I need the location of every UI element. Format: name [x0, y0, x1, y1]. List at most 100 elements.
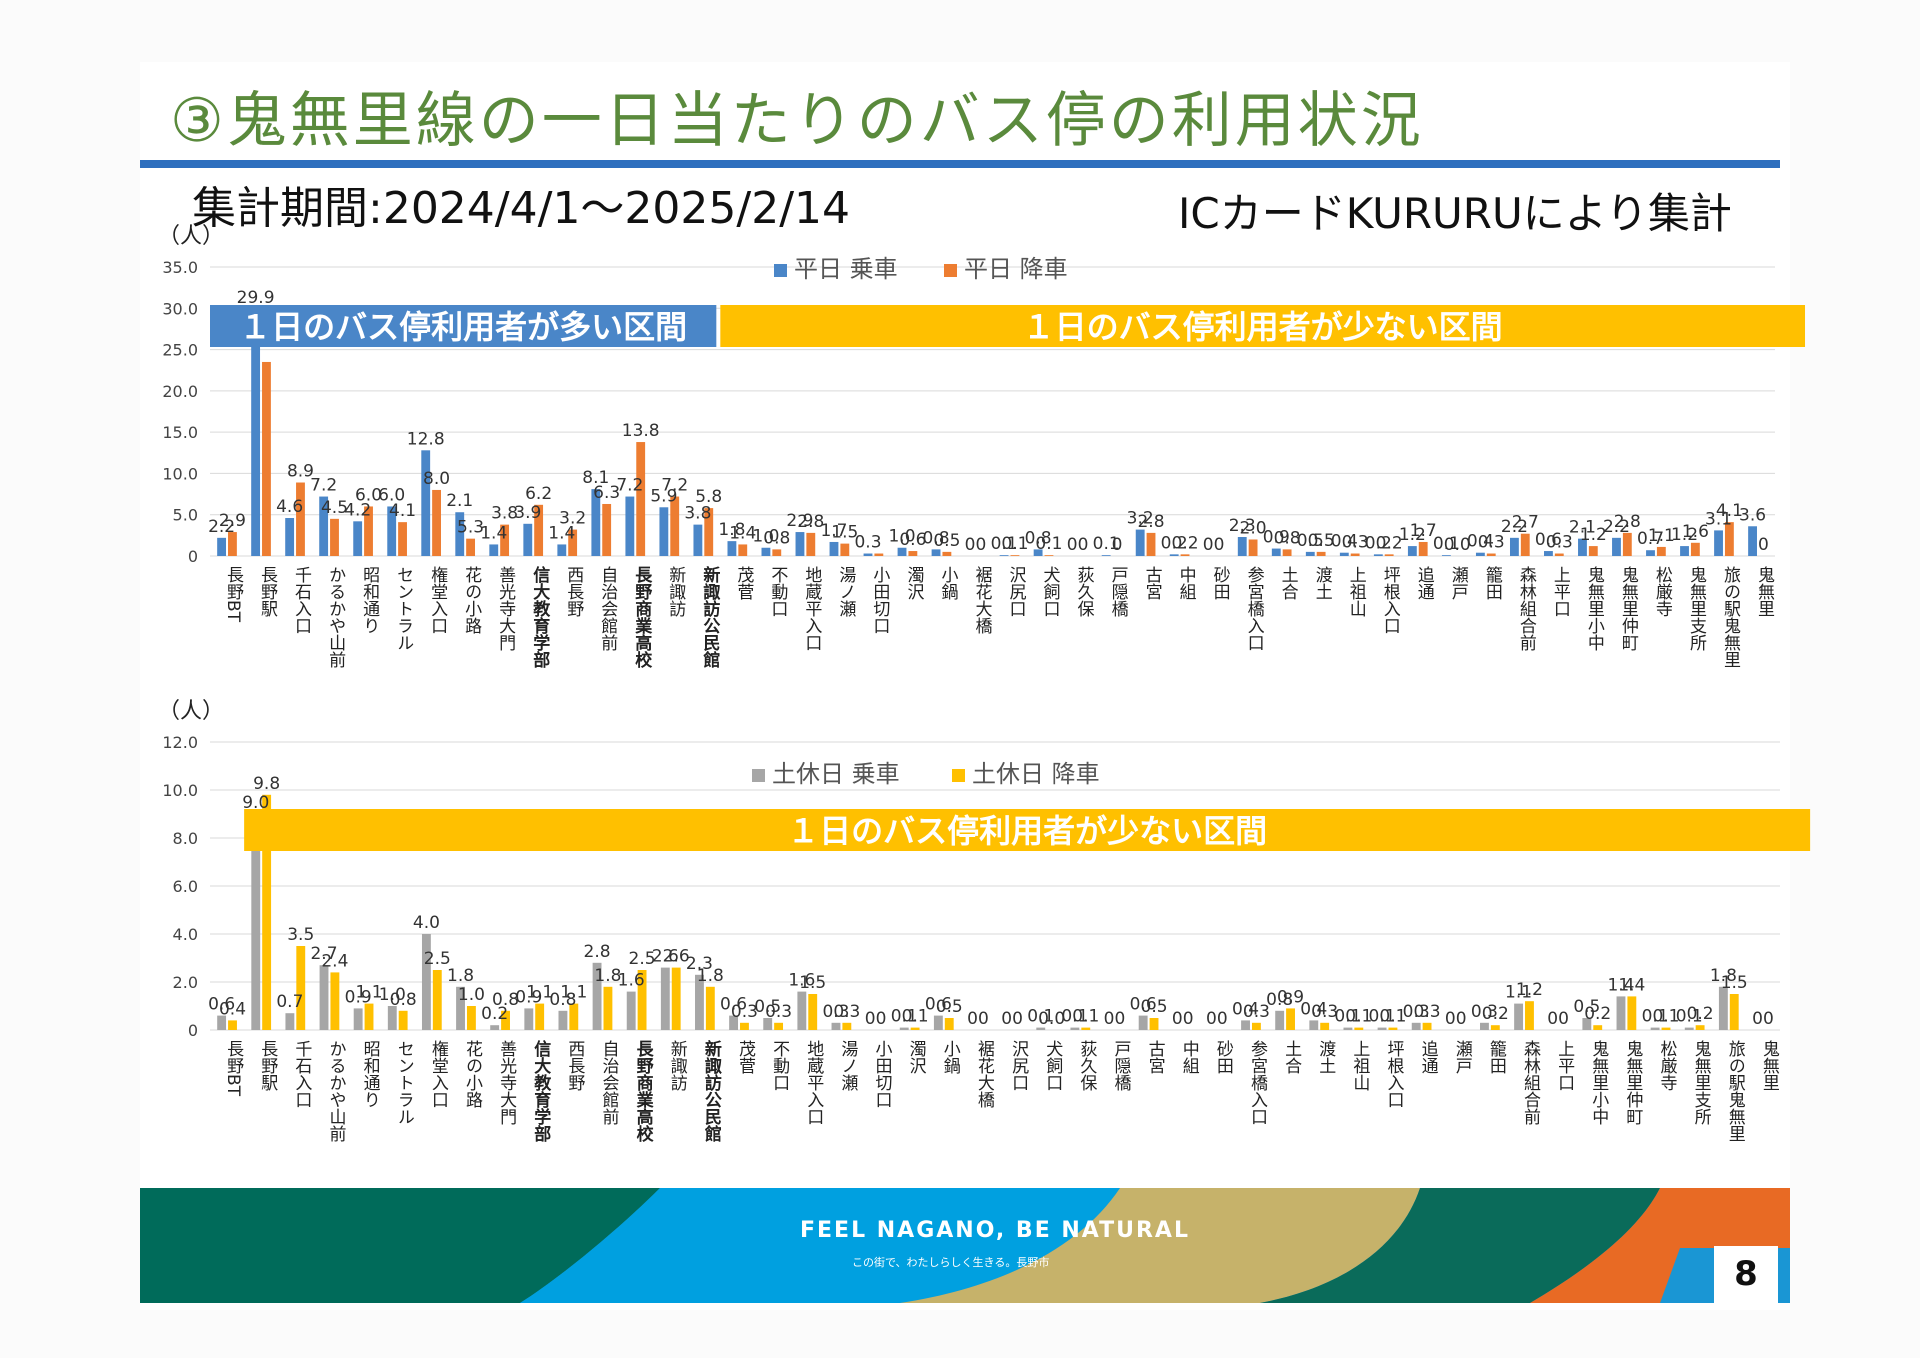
category-label: 籠田 [1486, 1039, 1507, 1074]
bar-boarding [1441, 555, 1451, 556]
footer-subtitle: この街で、わたしらしく生きる。長野市 [852, 1256, 1050, 1269]
bar-boarding [353, 521, 363, 556]
bar-boarding [727, 541, 737, 556]
data-label: 0.9 [1277, 987, 1304, 1007]
category-label: 茂菅 [735, 1040, 756, 1074]
data-label: 0.1 [891, 1007, 918, 1027]
bar-boarding [831, 1022, 841, 1030]
bar-alighting [942, 551, 952, 556]
y-tick-label: 0 [188, 1021, 198, 1040]
data-label: 8.1 [582, 468, 609, 488]
legend-label: 平日 乗車 [794, 255, 898, 283]
data-label: 1.4 [729, 523, 756, 543]
data-label: 2.2 [1501, 517, 1528, 537]
bar-boarding [1271, 548, 1281, 556]
category-label: 自治会館前 [597, 566, 618, 652]
data-label: 0.8 [390, 990, 417, 1010]
data-label: 0.5 [1573, 997, 1600, 1017]
bar-alighting [602, 503, 612, 556]
bar-boarding [1582, 1018, 1592, 1030]
category-label: 砂田 [1213, 1040, 1234, 1074]
holiday-usage-chart: 0 2.0 4.0 6.0 8.0 10.0 12.0 １日のバス停利用者が少ない区間 0.6 9… [162, 733, 1811, 1143]
category-label: 権堂入口 [428, 1040, 449, 1108]
category-label: 鬼無里仲町 [1622, 1040, 1643, 1125]
data-label: 0.3 [833, 1002, 860, 1022]
bar-alighting [1490, 1025, 1500, 1030]
data-label: 1.6 [788, 971, 815, 991]
data-label: 0.1 [1093, 534, 1120, 554]
bar-boarding [387, 1006, 397, 1030]
data-label: 0 [876, 1009, 887, 1029]
category-label: 沢尻口 [1008, 1040, 1028, 1091]
data-label: 1.8 [697, 966, 724, 986]
category-label: 自治会館前 [599, 1040, 620, 1126]
bar-alighting [705, 986, 715, 1030]
data-label: 2.2 [208, 517, 235, 537]
data-label: 2.7 [1512, 513, 1539, 533]
y-tick-label: 0 [188, 547, 198, 566]
category-label: 信大教育学部 [530, 1039, 552, 1143]
bar-boarding [1339, 552, 1349, 556]
bar-alighting [500, 524, 510, 556]
data-label: 1.8 [594, 966, 621, 986]
legend-label: 土休日 乗車 [772, 760, 900, 788]
bar-boarding [899, 1027, 909, 1030]
y-tick-label: 15.0 [162, 423, 198, 442]
category-label: 花の小路 [462, 1040, 483, 1108]
bar-boarding [558, 1010, 568, 1030]
bar-alighting [1525, 1001, 1534, 1030]
category-label: 旅の駅鬼無里 [1725, 1040, 1746, 1142]
y-tick-label: 30.0 [162, 299, 198, 318]
category-label: 鬼無里仲町 [1618, 566, 1639, 651]
category-label: 地蔵平入口 [801, 566, 822, 651]
data-label: 5.8 [695, 487, 722, 507]
data-label: 0.8 [763, 528, 790, 548]
section-band [720, 305, 1806, 347]
category-label: 湯ノ瀬 [835, 566, 856, 617]
data-label: 0.9 [515, 987, 542, 1007]
bar-alighting [1044, 555, 1054, 556]
data-label: 0.3 [1243, 1002, 1270, 1022]
bar-alighting [1354, 1027, 1364, 1030]
bar-alighting [908, 551, 918, 556]
y-tick-label: 25.0 [162, 341, 198, 360]
bar-alighting [1656, 546, 1666, 556]
data-label: 0 [965, 535, 976, 555]
category-label: 参宮橋入口 [1247, 1040, 1268, 1125]
bar-alighting [1081, 1027, 1091, 1030]
footer-pattern [140, 1188, 1790, 1303]
bar-boarding [251, 309, 261, 556]
bar-alighting [774, 1022, 784, 1030]
bar-boarding [897, 547, 907, 556]
category-label: セントラル [393, 566, 413, 651]
data-label: 0.5 [1297, 531, 1324, 551]
bar-boarding [660, 967, 670, 1030]
data-label: 4.0 [413, 913, 440, 933]
data-label: 2.4 [321, 951, 348, 971]
data-label: 0.4 [1300, 999, 1327, 1019]
bar-alighting [772, 549, 782, 556]
data-label: 2.1 [446, 491, 473, 511]
bar-boarding [1680, 546, 1689, 556]
bar-alighting [1316, 551, 1326, 556]
category-label: 犬飼口 [1042, 1040, 1063, 1091]
data-label: 1.7 [820, 521, 847, 541]
bar-alighting [740, 1022, 749, 1030]
bar-boarding [863, 553, 873, 556]
data-label: 1.8 [1710, 966, 1737, 986]
data-label: 2.2 [1603, 517, 1630, 537]
bar-alighting [296, 946, 306, 1030]
data-label: 3.9 [514, 503, 541, 523]
data-label: 0.6 [1535, 530, 1562, 550]
bar-boarding [763, 1018, 773, 1030]
category-label: 森林組合前 [1520, 1040, 1541, 1126]
category-label: 権堂入口 [427, 566, 448, 634]
bar-boarding [1748, 526, 1757, 556]
data-label: 1.0 [458, 985, 485, 1005]
category-label: 松厳寺 [1652, 566, 1673, 617]
category-label: 新諏訪公民館 [701, 1039, 723, 1143]
data-label: 2.1 [1569, 518, 1596, 538]
data-label: 0.5 [1141, 997, 1168, 1017]
data-label: 0 [1012, 1009, 1023, 1029]
data-label: 1.8 [447, 966, 474, 986]
